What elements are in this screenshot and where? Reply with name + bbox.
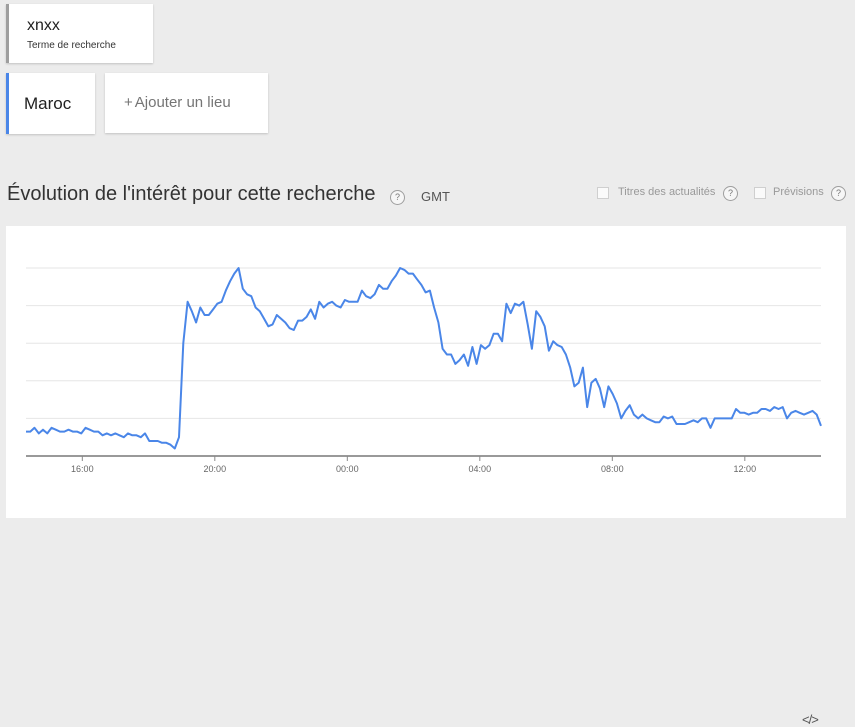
x-tick-label: 00:00 — [336, 464, 359, 474]
add-location-button[interactable]: + Ajouter un lieu — [105, 73, 268, 133]
series-line[interactable] — [26, 267, 822, 450]
x-tick-label: 16:00 — [71, 464, 94, 474]
forecast-checkbox[interactable] — [754, 187, 766, 199]
section-title: Évolution de l'intérêt pour cette recher… — [7, 183, 376, 205]
search-term-subtitle: Terme de recherche — [27, 40, 116, 51]
forecast-label: Prévisions — [773, 186, 824, 198]
plus-icon: + — [124, 94, 133, 111]
x-tick-label: 08:00 — [601, 464, 624, 474]
help-icon[interactable]: ? — [390, 190, 405, 205]
news-headlines-label: Titres des actualités — [618, 186, 716, 198]
interest-chart: 16:00 20:00 00:00 04:00 08:00 12:00 — [26, 267, 822, 474]
x-tick-label: 12:00 — [734, 464, 757, 474]
location-name: Maroc — [24, 94, 72, 113]
help-icon[interactable]: ? — [723, 186, 738, 201]
search-term-card[interactable]: xnxx Terme de recherche — [6, 4, 153, 63]
x-tick-label: 20:00 — [204, 464, 227, 474]
chart-card: 16:00 20:00 00:00 04:00 08:00 12:00 </> — [6, 226, 846, 727]
embed-code-icon[interactable]: </> — [802, 712, 819, 727]
add-location-label: Ajouter un lieu — [134, 94, 231, 111]
add-location-label-wrap: + Ajouter un lieu — [124, 94, 231, 111]
news-headlines-checkbox[interactable] — [597, 187, 609, 199]
search-term-name: xnxx — [27, 17, 60, 34]
location-card[interactable]: Maroc — [6, 73, 95, 134]
x-tick-label: 04:00 — [469, 464, 492, 474]
help-icon[interactable]: ? — [831, 186, 846, 201]
timezone-label: GMT — [421, 189, 450, 204]
